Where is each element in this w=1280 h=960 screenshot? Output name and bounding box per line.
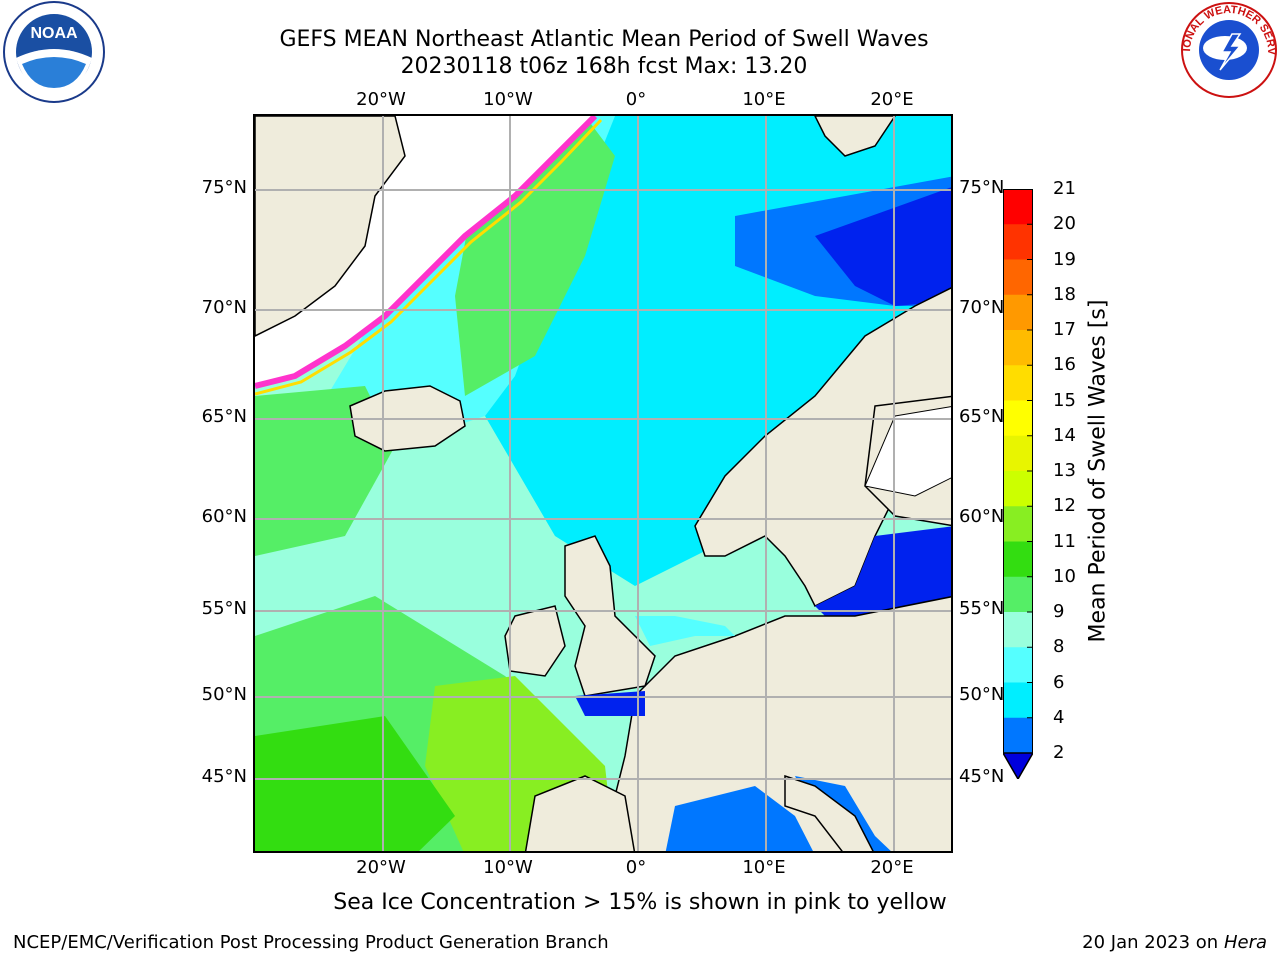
land-svalbard bbox=[814, 116, 896, 157]
colorbar-segment bbox=[1003, 400, 1033, 437]
lon-label-top: 20°E bbox=[870, 89, 914, 110]
swell-region-dark-blue-barents bbox=[815, 187, 951, 306]
lat-label-right: 45°N bbox=[959, 766, 1005, 787]
lat-label-right: 75°N bbox=[959, 177, 1005, 198]
colorbar-segment bbox=[1003, 541, 1033, 578]
lat-label-right: 60°N bbox=[959, 506, 1005, 527]
colorbar-segment bbox=[1003, 259, 1033, 296]
colorbar-segment bbox=[1003, 330, 1033, 366]
sea-ice-edge-yellow bbox=[255, 118, 603, 396]
lat-label-left: 75°N bbox=[201, 177, 247, 198]
chart-subtitle: 20230118 t06z 168h fcst Max: 13.20 bbox=[400, 54, 808, 79]
land-great-britain bbox=[564, 535, 656, 697]
chart-title: GEFS MEAN Northeast Atlantic Mean Period… bbox=[279, 27, 929, 52]
colorbar-tick-label: 11 bbox=[1053, 530, 1076, 552]
lon-label-top: 0° bbox=[625, 89, 647, 110]
lat-label-left: 50°N bbox=[201, 684, 247, 705]
colorbar-segment bbox=[1003, 365, 1033, 401]
colorbar-tick-label: 6 bbox=[1053, 671, 1065, 693]
lat-label-left: 65°N bbox=[201, 406, 247, 427]
colorbar-tick-label: 18 bbox=[1053, 283, 1076, 305]
colorbar-tick-label: 12 bbox=[1053, 495, 1076, 517]
lat-label-left: 55°N bbox=[201, 598, 247, 619]
lon-label-bottom: 0° bbox=[625, 857, 647, 878]
lon-label-bottom: 10°W bbox=[483, 857, 533, 878]
lat-label-left: 60°N bbox=[201, 506, 247, 527]
colorbar-tick-label: 9 bbox=[1053, 601, 1065, 622]
colorbar-tick-label: 20 bbox=[1053, 213, 1076, 235]
colorbar-tick-label: 17 bbox=[1053, 319, 1076, 340]
colorbar-tick-label: 10 bbox=[1053, 565, 1076, 587]
swell-period-map bbox=[255, 116, 951, 851]
run-date: 20 Jan 2023 on Hera bbox=[1082, 932, 1267, 954]
nws-logo: NATIONAL WEATHER SERVICE bbox=[1180, 0, 1277, 98]
credit-text: NCEP/EMC/Verification Post Processing Pr… bbox=[13, 932, 609, 953]
swell-region-north-sea bbox=[635, 616, 735, 646]
colorbar-tick-label: 14 bbox=[1053, 424, 1076, 446]
land-continental-europe bbox=[614, 596, 951, 851]
colorbar-tick-label: 13 bbox=[1053, 460, 1076, 481]
lon-label-bottom: 20°W bbox=[356, 857, 406, 878]
colorbar bbox=[1003, 189, 1033, 779]
run-date-text: 20 Jan 2023 on bbox=[1082, 932, 1224, 953]
colorbar-tick-label: 16 bbox=[1053, 354, 1076, 376]
colorbar-extend-arrow bbox=[1003, 752, 1033, 779]
colorbar-tick-label: 19 bbox=[1053, 248, 1076, 270]
lat-label-right: 65°N bbox=[959, 406, 1005, 427]
colorbar-segment bbox=[1003, 435, 1033, 472]
lat-label-right: 50°N bbox=[959, 684, 1005, 705]
colorbar-segment bbox=[1003, 647, 1033, 683]
colorbar-tick-label: 4 bbox=[1053, 706, 1065, 728]
lon-label-bottom: 10°E bbox=[742, 857, 786, 878]
sea-ice-note: Sea Ice Concentration > 15% is shown in … bbox=[333, 890, 947, 915]
lon-label-top: 10°W bbox=[483, 89, 533, 110]
map-frame bbox=[253, 114, 953, 853]
land-iberia bbox=[524, 775, 636, 851]
lon-label-bottom: 20°E bbox=[870, 857, 914, 878]
colorbar-segment bbox=[1003, 717, 1033, 754]
lon-label-top: 20°W bbox=[356, 89, 406, 110]
noaa-logo-text: NOAA bbox=[30, 25, 78, 42]
colorbar-segment bbox=[1003, 471, 1033, 507]
colorbar-tick-label: 21 bbox=[1053, 178, 1076, 199]
run-machine: Hera bbox=[1223, 932, 1267, 953]
land-greenland bbox=[255, 116, 406, 337]
sea-ice-edge bbox=[255, 116, 598, 389]
sea-ice-bothnia bbox=[864, 406, 951, 497]
lat-label-right: 55°N bbox=[959, 598, 1005, 619]
colorbar-tick-label: 15 bbox=[1053, 389, 1076, 411]
colorbar-segment bbox=[1003, 294, 1033, 331]
colorbar-segment bbox=[1003, 576, 1033, 613]
colorbar-title: Mean Period of Swell Waves [s] bbox=[1085, 299, 1111, 643]
swell-region-mediterranean bbox=[665, 786, 813, 851]
colorbar-tick-label: 2 bbox=[1053, 742, 1065, 763]
noaa-logo: NOAA bbox=[3, 1, 105, 103]
colorbar-segment bbox=[1003, 612, 1033, 648]
lat-label-left: 70°N bbox=[201, 297, 247, 318]
colorbar-segment bbox=[1003, 189, 1033, 225]
colorbar-tick-label: 8 bbox=[1053, 636, 1065, 658]
colorbar-segment bbox=[1003, 506, 1033, 542]
swell-region-bright-green bbox=[255, 716, 455, 851]
land-ireland bbox=[504, 605, 566, 677]
graticule bbox=[255, 116, 951, 851]
lat-label-left: 45°N bbox=[201, 766, 247, 787]
lon-label-top: 10°E bbox=[742, 89, 786, 110]
swell-region-baltic bbox=[815, 526, 951, 626]
colorbar-segment bbox=[1003, 682, 1033, 719]
colorbar-segment bbox=[1003, 224, 1033, 260]
land-italy bbox=[784, 774, 874, 851]
lat-label-right: 70°N bbox=[959, 297, 1005, 318]
